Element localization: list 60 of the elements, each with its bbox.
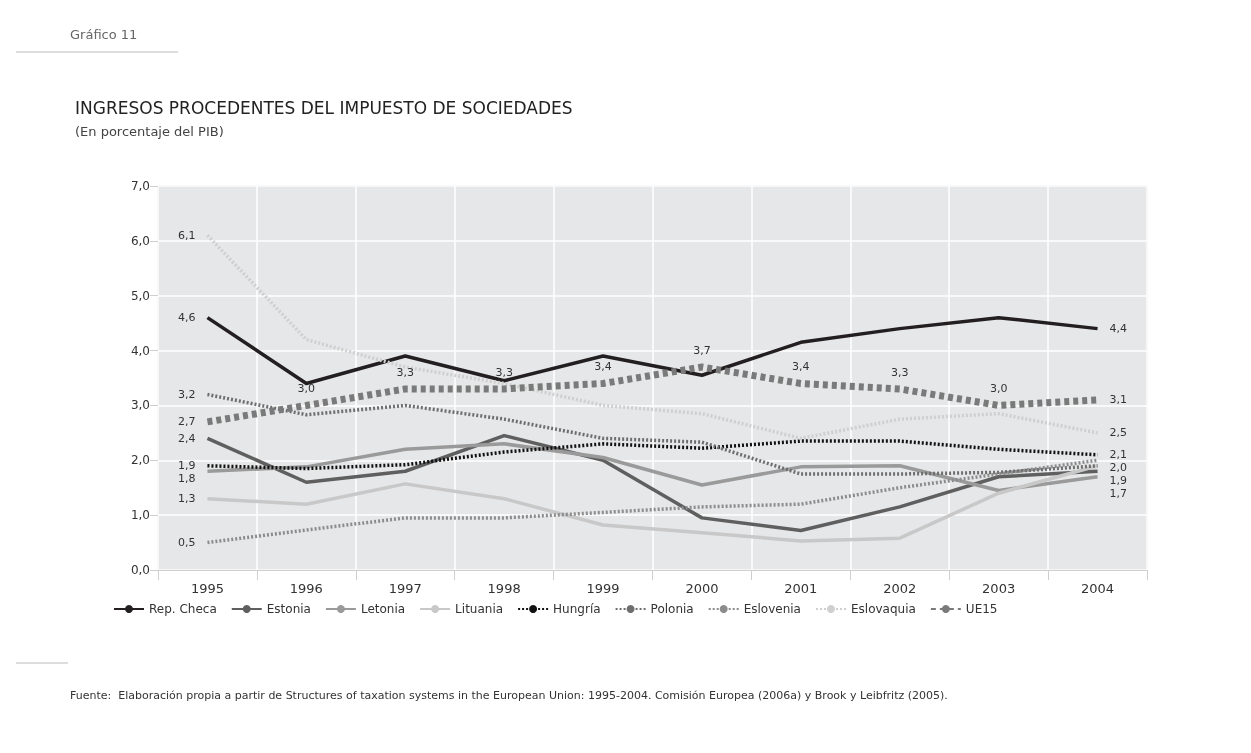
x-tick-label: 1995 — [190, 581, 224, 596]
data-label: 1,7 — [1109, 487, 1128, 501]
legend-label: Rep. Checa — [149, 602, 217, 616]
legend-label: Lituania — [455, 602, 504, 616]
x-tick-label: 1999 — [586, 581, 620, 596]
line-series — [205, 433, 1100, 533]
x-tick-label: 1997 — [388, 581, 422, 596]
y-tick-label: 3,0 — [130, 398, 150, 413]
data-label: 1,9 — [177, 459, 196, 473]
x-tick-label: 1998 — [487, 581, 521, 596]
legend-label: Polonia — [650, 602, 694, 616]
data-label: 2,5 — [1109, 426, 1128, 440]
x-tick-label: 2003 — [982, 581, 1016, 596]
legend-label: UE15 — [965, 602, 998, 616]
data-label: 2,4 — [177, 431, 196, 445]
data-label: 6,1 — [177, 228, 196, 242]
legend-label: Hungría — [553, 602, 601, 616]
text: Gráfico 11 — [70, 27, 138, 42]
y-tick-label: 5,0 — [130, 288, 150, 303]
data-label: 3,3 — [891, 365, 909, 379]
data-label: 0,5 — [177, 536, 196, 550]
line-series — [205, 233, 1100, 441]
x-tick-label: 2002 — [883, 581, 917, 596]
chart-subtitle: (En porcentaje del PIB) — [75, 124, 224, 139]
data-label: 4,4 — [1109, 322, 1128, 336]
data-label: 3,4 — [792, 360, 810, 374]
data-label: 3,2 — [177, 387, 196, 401]
data-label: 3,3 — [396, 365, 414, 379]
y-tick-label: 7,0 — [130, 179, 150, 193]
data-label: 3,4 — [594, 360, 612, 374]
data-label: 3,0 — [297, 382, 316, 396]
data-label: 1,9 — [1109, 474, 1128, 488]
y-tick-label: 2,0 — [130, 453, 150, 468]
data-label: 3,1 — [1109, 393, 1128, 407]
line-series — [205, 439, 1100, 471]
data-label: 3,7 — [693, 344, 711, 358]
data-label: 2,0 — [1109, 461, 1128, 475]
x-tick-label: 2001 — [784, 581, 818, 596]
line-series — [205, 442, 1100, 493]
data-label: 2,7 — [177, 415, 196, 429]
legend-label: Estonia — [266, 602, 311, 616]
data-label: 4,6 — [177, 311, 196, 325]
y-tick-label: 6,0 — [130, 233, 150, 248]
source-note: Fuente: Elaboración propia a partir de Structures of taxation systems in the European Union: 1995-2004. Comisión Europea (2006a) y Brook y Leibfritz (2005). — [70, 689, 948, 702]
data-label: 1,8 — [177, 472, 196, 486]
x-tick-label: 2000 — [685, 581, 719, 596]
line-series — [205, 315, 1100, 386]
x-tick-label: 2004 — [1081, 581, 1115, 596]
legend-label: Eslovaquia — [850, 602, 916, 616]
legend-label: Letonia — [360, 602, 406, 616]
data-label: 3,0 — [989, 382, 1008, 396]
y-tick-label: 0,0 — [130, 563, 150, 577]
data-label: 3,3 — [495, 365, 513, 379]
x-tick-label: 1996 — [289, 581, 323, 596]
y-tick-label: 4,0 — [130, 343, 150, 358]
y-tick-label: 1,0 — [130, 508, 150, 523]
data-label: 2,1 — [1109, 448, 1128, 462]
chart-title: INGRESOS PROCEDENTES DEL IMPUESTO DE SOCIEDADES — [75, 97, 573, 118]
legend-label: Eslovenia — [743, 602, 801, 616]
data-label: 1,3 — [177, 492, 196, 506]
